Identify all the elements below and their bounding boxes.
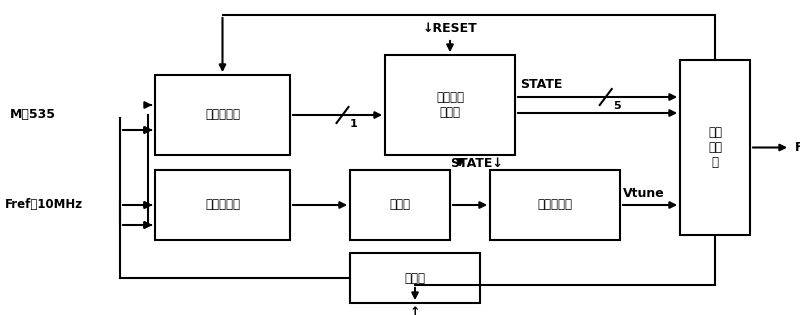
Text: ↓RESET: ↓RESET: [422, 22, 478, 35]
Text: 鉴相鉴频器: 鉴相鉴频器: [205, 198, 240, 211]
Text: 5: 5: [613, 101, 620, 111]
Bar: [385, 55, 515, 155]
Text: Vtune: Vtune: [623, 187, 665, 200]
Bar: [490, 170, 620, 240]
Bar: [350, 170, 450, 240]
Text: STATE: STATE: [520, 78, 562, 91]
Bar: [155, 170, 290, 240]
Text: 逐次逼近
寄存器: 逐次逼近 寄存器: [436, 91, 464, 119]
Text: Fref＝10MHz: Fref＝10MHz: [5, 198, 83, 211]
Text: 计数比较器: 计数比较器: [205, 108, 240, 122]
Text: 1: 1: [350, 119, 358, 129]
Text: ↑
N＝535: ↑ N＝535: [393, 306, 437, 315]
Text: 分频器: 分频器: [405, 272, 426, 284]
Bar: [350, 253, 480, 303]
Text: 环路滤波器: 环路滤波器: [538, 198, 573, 211]
Bar: [680, 60, 750, 235]
Text: STATE↓: STATE↓: [450, 157, 503, 170]
Bar: [155, 75, 290, 155]
Text: 压控
振荡
器: 压控 振荡 器: [708, 126, 722, 169]
Text: Fvco: Fvco: [795, 141, 800, 154]
Text: 电荷泵: 电荷泵: [390, 198, 410, 211]
Text: M＝535: M＝535: [10, 108, 56, 122]
